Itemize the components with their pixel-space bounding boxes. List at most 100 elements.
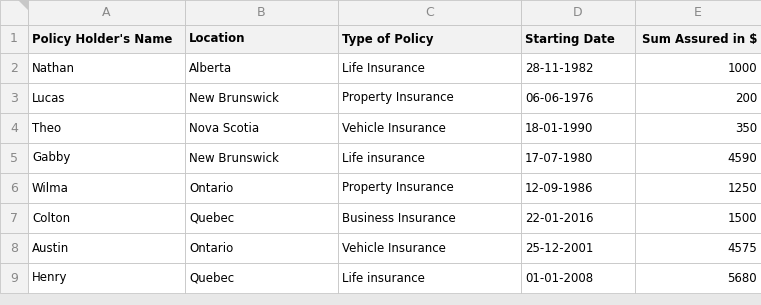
Bar [0, 83, 28, 113]
Text: Gabby: Gabby [32, 152, 70, 164]
Text: 17-07-1980: 17-07-1980 [525, 152, 594, 164]
Bar [521, 0, 635, 25]
Bar [521, 143, 635, 173]
Bar [185, 53, 338, 83]
Text: Quebec: Quebec [189, 271, 234, 285]
Text: Location: Location [189, 33, 246, 45]
Bar [185, 263, 338, 293]
Bar [338, 0, 521, 25]
Text: New Brunswick: New Brunswick [189, 92, 279, 105]
Bar [635, 25, 761, 53]
Bar [635, 53, 761, 83]
Text: Sum Assured in $: Sum Assured in $ [642, 33, 757, 45]
Bar [28, 53, 185, 83]
Bar [28, 113, 185, 143]
Bar [0, 0, 28, 25]
Text: D: D [573, 6, 583, 19]
Bar [185, 203, 338, 233]
Bar [0, 263, 28, 293]
Text: 350: 350 [735, 121, 757, 135]
Bar [28, 143, 185, 173]
Text: A: A [102, 6, 111, 19]
Text: 4: 4 [10, 121, 18, 135]
Text: Property Insurance: Property Insurance [342, 92, 454, 105]
Text: Life insurance: Life insurance [342, 271, 425, 285]
Text: 1: 1 [10, 33, 18, 45]
Bar [338, 233, 521, 263]
Text: Ontario: Ontario [189, 242, 234, 254]
Text: C: C [425, 6, 434, 19]
Text: Vehicle Insurance: Vehicle Insurance [342, 121, 446, 135]
Bar [0, 143, 28, 173]
Bar [521, 263, 635, 293]
Bar [185, 83, 338, 113]
Text: 4575: 4575 [728, 242, 757, 254]
Text: Lucas: Lucas [32, 92, 65, 105]
Bar [0, 113, 28, 143]
Bar [185, 25, 338, 53]
Text: Henry: Henry [32, 271, 68, 285]
Bar [28, 233, 185, 263]
Bar [0, 233, 28, 263]
Text: Property Insurance: Property Insurance [342, 181, 454, 195]
Bar [28, 203, 185, 233]
Bar [185, 0, 338, 25]
Bar [521, 113, 635, 143]
Text: New Brunswick: New Brunswick [189, 152, 279, 164]
Text: 7: 7 [10, 211, 18, 224]
Bar [28, 83, 185, 113]
Bar [338, 263, 521, 293]
Text: 2: 2 [10, 62, 18, 74]
Polygon shape [18, 0, 28, 10]
Bar [338, 173, 521, 203]
Bar [28, 25, 185, 53]
Text: Business Insurance: Business Insurance [342, 211, 456, 224]
Bar [338, 143, 521, 173]
Text: 8: 8 [10, 242, 18, 254]
Bar [0, 203, 28, 233]
Text: Quebec: Quebec [189, 211, 234, 224]
Text: B: B [257, 6, 266, 19]
Text: Colton: Colton [32, 211, 70, 224]
Text: 1500: 1500 [728, 211, 757, 224]
Text: 18-01-1990: 18-01-1990 [525, 121, 594, 135]
Text: 06-06-1976: 06-06-1976 [525, 92, 594, 105]
Text: Alberta: Alberta [189, 62, 232, 74]
Bar [338, 25, 521, 53]
Bar [635, 113, 761, 143]
Bar [28, 173, 185, 203]
Text: Type of Policy: Type of Policy [342, 33, 434, 45]
Bar [0, 173, 28, 203]
Text: 28-11-1982: 28-11-1982 [525, 62, 594, 74]
Bar [521, 203, 635, 233]
Text: 1250: 1250 [728, 181, 757, 195]
Text: Life Insurance: Life Insurance [342, 62, 425, 74]
Bar [635, 83, 761, 113]
Bar [185, 233, 338, 263]
Bar [521, 53, 635, 83]
Text: Vehicle Insurance: Vehicle Insurance [342, 242, 446, 254]
Bar [0, 25, 28, 53]
Text: Wilma: Wilma [32, 181, 69, 195]
Text: E: E [694, 6, 702, 19]
Bar [521, 83, 635, 113]
Bar [521, 233, 635, 263]
Text: 5: 5 [10, 152, 18, 164]
Text: 12-09-1986: 12-09-1986 [525, 181, 594, 195]
Text: 200: 200 [735, 92, 757, 105]
Text: 1000: 1000 [728, 62, 757, 74]
Bar [28, 263, 185, 293]
Text: 25-12-2001: 25-12-2001 [525, 242, 594, 254]
Bar [338, 53, 521, 83]
Text: 3: 3 [10, 92, 18, 105]
Bar [185, 143, 338, 173]
Bar [635, 143, 761, 173]
Bar [28, 0, 185, 25]
Bar [185, 113, 338, 143]
Text: Austin: Austin [32, 242, 69, 254]
Bar [338, 113, 521, 143]
Text: Life insurance: Life insurance [342, 152, 425, 164]
Bar [635, 263, 761, 293]
Text: 4590: 4590 [728, 152, 757, 164]
Text: Ontario: Ontario [189, 181, 234, 195]
